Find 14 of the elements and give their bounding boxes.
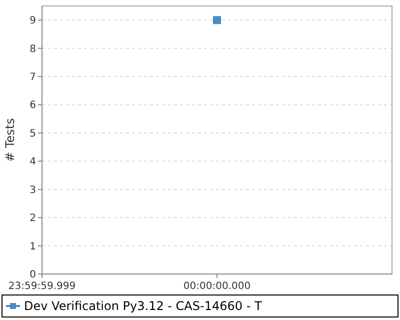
y-tick-label: 3 [30,184,36,196]
y-tick-label: 0 [30,270,36,280]
y-tick-label: 8 [30,44,36,55]
legend-label: Dev Verification Py3.12 - CAS-14660 - T [24,299,262,314]
y-tick-label: 7 [30,72,36,84]
y-tick-label: 4 [30,156,36,168]
x-tick-label: 00:00:00.000 [183,281,251,292]
y-tick-label: 5 [30,128,36,140]
y-tick-label: 9 [30,16,36,27]
y-axis-title: # Tests [3,118,17,162]
y-tick-label: 2 [30,213,36,224]
x-tick-label: 23:59:59.999 [8,281,76,292]
y-tick-label: 6 [30,100,36,112]
y-tick-label: 1 [30,241,36,252]
